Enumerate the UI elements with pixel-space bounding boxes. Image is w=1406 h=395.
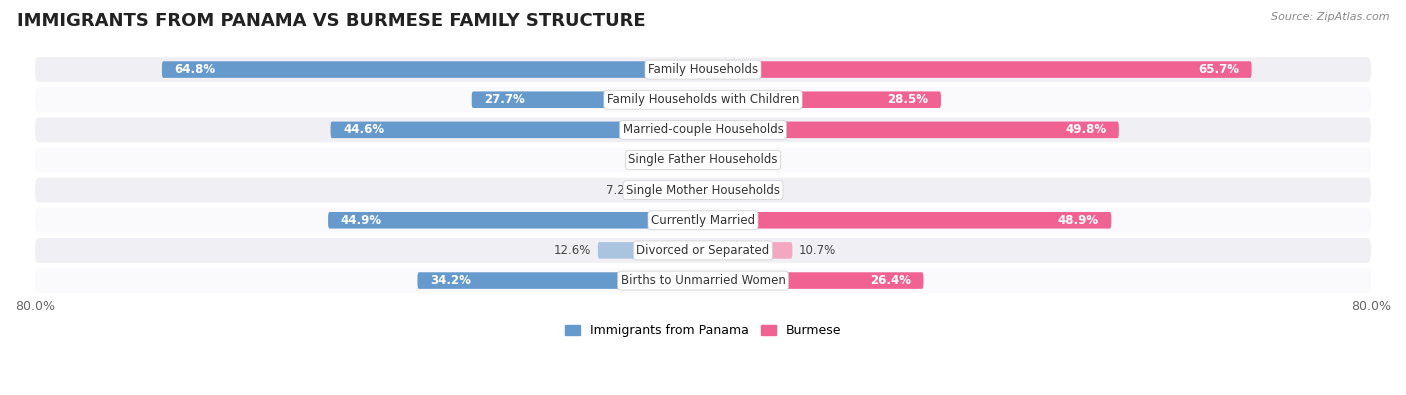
FancyBboxPatch shape [703,242,793,259]
Text: 44.6%: 44.6% [343,123,384,136]
Text: 48.9%: 48.9% [1057,214,1099,227]
Text: 49.8%: 49.8% [1066,123,1107,136]
FancyBboxPatch shape [703,212,1111,229]
Text: Currently Married: Currently Married [651,214,755,227]
FancyBboxPatch shape [703,182,747,198]
FancyBboxPatch shape [703,61,1251,78]
Text: 27.7%: 27.7% [484,93,524,106]
Text: 2.4%: 2.4% [647,154,676,167]
Text: Births to Unmarried Women: Births to Unmarried Women [620,274,786,287]
FancyBboxPatch shape [703,91,941,108]
FancyBboxPatch shape [35,238,1371,263]
Text: 64.8%: 64.8% [174,63,215,76]
FancyBboxPatch shape [418,272,703,289]
Text: Single Father Households: Single Father Households [628,154,778,167]
Text: 10.7%: 10.7% [799,244,837,257]
FancyBboxPatch shape [703,152,720,168]
FancyBboxPatch shape [471,91,703,108]
FancyBboxPatch shape [330,122,703,138]
FancyBboxPatch shape [328,212,703,229]
Text: 65.7%: 65.7% [1198,63,1239,76]
Text: Family Households with Children: Family Households with Children [607,93,799,106]
Legend: Immigrants from Panama, Burmese: Immigrants from Panama, Burmese [560,320,846,342]
Text: 44.9%: 44.9% [340,214,382,227]
Text: 12.6%: 12.6% [554,244,591,257]
Text: Single Mother Households: Single Mother Households [626,184,780,197]
FancyBboxPatch shape [162,61,703,78]
FancyBboxPatch shape [683,152,703,168]
FancyBboxPatch shape [703,272,924,289]
Text: 7.2%: 7.2% [606,184,636,197]
Text: 5.3%: 5.3% [754,184,783,197]
Text: Divorced or Separated: Divorced or Separated [637,244,769,257]
FancyBboxPatch shape [643,182,703,198]
Text: 28.5%: 28.5% [887,93,928,106]
FancyBboxPatch shape [703,122,1119,138]
FancyBboxPatch shape [35,57,1371,82]
Text: 26.4%: 26.4% [870,274,911,287]
Text: Family Households: Family Households [648,63,758,76]
FancyBboxPatch shape [35,178,1371,203]
Text: 34.2%: 34.2% [430,274,471,287]
FancyBboxPatch shape [35,208,1371,233]
FancyBboxPatch shape [35,268,1371,293]
FancyBboxPatch shape [35,148,1371,172]
Text: 2.0%: 2.0% [727,154,756,167]
FancyBboxPatch shape [35,87,1371,112]
FancyBboxPatch shape [35,117,1371,142]
FancyBboxPatch shape [598,242,703,259]
Text: IMMIGRANTS FROM PANAMA VS BURMESE FAMILY STRUCTURE: IMMIGRANTS FROM PANAMA VS BURMESE FAMILY… [17,12,645,30]
Text: Source: ZipAtlas.com: Source: ZipAtlas.com [1271,12,1389,22]
Text: Married-couple Households: Married-couple Households [623,123,783,136]
